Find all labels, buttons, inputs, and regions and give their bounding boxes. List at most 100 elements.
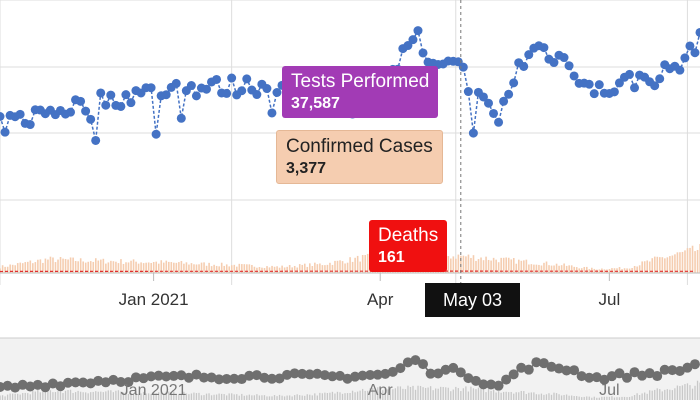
navigator-point bbox=[425, 368, 436, 379]
navigator-bar bbox=[147, 393, 150, 400]
navigator-bar bbox=[502, 391, 505, 400]
navigator-bar bbox=[417, 385, 419, 400]
navigator-bar bbox=[447, 387, 449, 400]
tests-point bbox=[494, 117, 504, 127]
case-bar bbox=[593, 268, 596, 273]
case-bar bbox=[336, 260, 339, 273]
tooltip-date: May 03 bbox=[425, 283, 520, 317]
case-bar bbox=[591, 267, 593, 273]
case-bar bbox=[268, 267, 271, 273]
navigator-bar bbox=[545, 394, 548, 400]
navigator-bar bbox=[306, 394, 308, 400]
case-bar bbox=[150, 262, 152, 273]
navigator-bar bbox=[283, 396, 286, 400]
navigator-bar bbox=[243, 395, 245, 400]
case-bar bbox=[180, 260, 183, 273]
case-bar bbox=[452, 256, 455, 273]
case-bar bbox=[84, 262, 87, 273]
case-bar bbox=[616, 268, 618, 273]
case-bar bbox=[170, 262, 173, 273]
case-bar bbox=[233, 264, 236, 273]
navigator-bar bbox=[271, 396, 273, 400]
navigator-point bbox=[17, 379, 28, 390]
navigator-bar bbox=[470, 386, 472, 400]
navigator-bar bbox=[87, 393, 89, 400]
case-bar bbox=[147, 262, 150, 273]
tests-point bbox=[171, 78, 181, 88]
navigator-point bbox=[85, 378, 96, 389]
case-bar bbox=[288, 264, 291, 273]
tests-point bbox=[227, 73, 237, 83]
navigator-bar bbox=[346, 393, 349, 400]
navigator-bar bbox=[399, 386, 402, 400]
navigator-bar bbox=[515, 392, 517, 400]
case-bar bbox=[664, 258, 666, 273]
navigator-bar bbox=[631, 396, 633, 400]
case-bar bbox=[585, 266, 588, 273]
navigator-point bbox=[2, 380, 13, 391]
case-bar bbox=[175, 262, 178, 273]
navigator-bar bbox=[518, 392, 520, 400]
navigator-bar bbox=[193, 392, 195, 400]
navigator-bar bbox=[387, 389, 389, 400]
navigator-bar bbox=[669, 389, 671, 400]
case-bar bbox=[497, 262, 500, 273]
case-bar bbox=[545, 261, 548, 273]
tests-point bbox=[91, 135, 101, 145]
case-bar bbox=[565, 265, 568, 273]
navigator-bar bbox=[286, 395, 288, 400]
navigator-bar bbox=[505, 391, 507, 400]
navigator-bar bbox=[651, 390, 653, 400]
case-bar bbox=[283, 267, 286, 273]
navigator-bar bbox=[185, 393, 188, 400]
case-bar bbox=[235, 266, 238, 273]
navigator-bar bbox=[379, 390, 381, 400]
navigator-point bbox=[689, 359, 700, 370]
case-bar bbox=[79, 258, 82, 273]
tooltip-tests: Tests Performed 37,587 bbox=[282, 66, 439, 118]
navigator-point bbox=[312, 368, 323, 379]
case-bar bbox=[32, 263, 34, 273]
navigator-bar bbox=[611, 396, 613, 400]
case-bar bbox=[142, 263, 145, 273]
navigator-bar bbox=[354, 392, 356, 400]
tests-point bbox=[458, 62, 468, 72]
navigator-bar bbox=[100, 391, 102, 400]
navigator-point bbox=[440, 364, 451, 375]
case-bar bbox=[540, 265, 543, 273]
navigator-bar bbox=[427, 387, 429, 400]
navigator-bar bbox=[455, 386, 457, 400]
navigator-bar bbox=[69, 389, 72, 400]
navigator-bar bbox=[326, 393, 329, 400]
case-bar bbox=[558, 265, 560, 273]
range-navigator[interactable]: Jan 2021 Apr Jul bbox=[0, 337, 700, 400]
navigator-bar bbox=[238, 395, 240, 400]
navigator-bar bbox=[95, 391, 97, 400]
case-bar bbox=[77, 261, 79, 273]
navigator-bar bbox=[152, 391, 155, 400]
tests-point bbox=[624, 69, 634, 79]
case-bar bbox=[230, 265, 233, 273]
navigator-bar bbox=[497, 391, 500, 400]
case-bar bbox=[573, 266, 576, 273]
case-bar bbox=[653, 256, 656, 273]
case-bar bbox=[168, 261, 170, 273]
navigator-bar bbox=[218, 393, 220, 400]
case-bar bbox=[266, 266, 268, 273]
case-bar bbox=[241, 264, 243, 273]
navigator-bar bbox=[309, 394, 311, 400]
tests-point bbox=[66, 107, 76, 117]
case-bar bbox=[42, 262, 44, 273]
case-bar bbox=[1, 265, 4, 273]
navigator-point bbox=[342, 373, 353, 384]
navigator-point bbox=[297, 368, 308, 379]
navigator-point bbox=[138, 373, 149, 384]
case-bar bbox=[258, 266, 261, 273]
case-bar bbox=[9, 264, 11, 273]
case-bar bbox=[659, 257, 661, 273]
case-bar bbox=[661, 257, 664, 273]
navigator-point bbox=[591, 372, 602, 383]
case-bar bbox=[100, 259, 102, 273]
navigator-bar bbox=[135, 391, 137, 400]
navigator-point bbox=[244, 370, 255, 381]
